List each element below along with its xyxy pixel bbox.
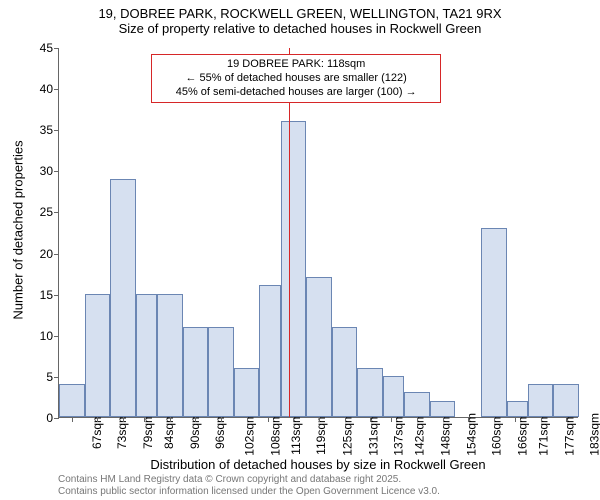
histogram-bar <box>507 401 528 417</box>
y-tick-mark <box>54 377 59 378</box>
y-tick-mark <box>54 48 59 49</box>
x-tick-label: 183sqm <box>588 413 600 456</box>
y-tick-label: 0 <box>23 411 53 425</box>
histogram-bar <box>357 368 383 417</box>
x-tick-mark <box>541 417 542 422</box>
x-tick-label: 177sqm <box>562 413 576 456</box>
histogram-bar <box>306 277 332 417</box>
x-tick-mark <box>247 417 248 422</box>
histogram-bar <box>59 384 85 417</box>
x-tick-mark <box>370 417 371 422</box>
histogram-bar <box>183 327 209 417</box>
y-tick-mark <box>54 254 59 255</box>
annotation-line-2: ← 55% of detached houses are smaller (12… <box>158 72 434 86</box>
x-tick-mark <box>443 417 444 422</box>
y-tick-label: 20 <box>23 247 53 261</box>
attribution: Contains HM Land Registry data © Crown c… <box>58 474 440 498</box>
x-tick-mark <box>566 417 567 422</box>
y-tick-label: 5 <box>23 370 53 384</box>
x-tick-mark <box>468 417 469 422</box>
y-tick-mark <box>54 336 59 337</box>
x-tick-mark <box>319 417 320 422</box>
y-tick-label: 25 <box>23 205 53 219</box>
y-tick-mark <box>54 130 59 131</box>
x-tick-label: 142sqm <box>413 413 427 456</box>
histogram-bar <box>259 285 280 417</box>
x-tick-mark <box>345 417 346 422</box>
histogram-bar <box>430 401 456 417</box>
x-tick-mark <box>72 417 73 422</box>
y-tick-label: 35 <box>23 123 53 137</box>
histogram-bar <box>234 368 260 417</box>
x-tick-mark <box>268 417 269 422</box>
x-tick-label: 137sqm <box>391 413 405 456</box>
x-tick-mark <box>391 417 392 422</box>
property-size-histogram: 19, DOBREE PARK, ROCKWELL GREEN, WELLING… <box>0 0 600 500</box>
x-tick-mark <box>123 417 124 422</box>
x-tick-mark <box>170 417 171 422</box>
x-tick-mark <box>97 417 98 422</box>
annotation-box: 19 DOBREE PARK: 118sqm← 55% of detached … <box>151 54 441 103</box>
x-tick-label: 131sqm <box>366 413 380 456</box>
y-tick-mark <box>54 418 59 419</box>
x-tick-label: 125sqm <box>340 413 354 456</box>
x-tick-label: 171sqm <box>536 413 550 456</box>
x-tick-mark <box>221 417 222 422</box>
y-tick-label: 10 <box>23 329 53 343</box>
x-axis-label: Distribution of detached houses by size … <box>58 457 578 472</box>
histogram-bar <box>110 179 136 417</box>
x-tick-mark <box>494 417 495 422</box>
reference-line <box>289 48 290 417</box>
attribution-line-1: Contains HM Land Registry data © Crown c… <box>58 474 440 486</box>
histogram-bar <box>136 294 157 417</box>
histogram-bar <box>157 294 183 417</box>
y-tick-mark <box>54 295 59 296</box>
y-tick-mark <box>54 89 59 90</box>
chart-titles: 19, DOBREE PARK, ROCKWELL GREEN, WELLING… <box>0 0 600 36</box>
x-tick-mark <box>417 417 418 422</box>
x-tick-label: 102sqm <box>242 413 256 456</box>
chart-title-main: 19, DOBREE PARK, ROCKWELL GREEN, WELLING… <box>0 6 600 21</box>
y-tick-mark <box>54 171 59 172</box>
x-tick-label: 148sqm <box>438 413 452 456</box>
x-tick-label: 79sqm <box>141 413 155 449</box>
x-tick-mark <box>515 417 516 422</box>
x-tick-label: 119sqm <box>314 413 328 455</box>
x-tick-label: 166sqm <box>515 413 529 456</box>
x-tick-label: 160sqm <box>490 413 504 456</box>
x-tick-mark <box>195 417 196 422</box>
y-tick-label: 30 <box>23 164 53 178</box>
histogram-bar <box>281 121 307 417</box>
plot-inner: 05101520253035404567sqm73sqm79sqm84sqm90… <box>58 48 578 418</box>
x-tick-label: 154sqm <box>464 413 478 456</box>
x-tick-mark <box>293 417 294 422</box>
x-tick-label: 113sqm <box>289 413 303 455</box>
histogram-bar <box>208 327 234 417</box>
attribution-line-2: Contains public sector information licen… <box>58 486 440 498</box>
histogram-bar <box>528 384 554 417</box>
plot-area: 05101520253035404567sqm73sqm79sqm84sqm90… <box>58 48 578 418</box>
annotation-line-3: 45% of semi-detached houses are larger (… <box>158 86 434 100</box>
y-tick-label: 15 <box>23 288 53 302</box>
histogram-bar <box>553 384 579 417</box>
histogram-bar <box>85 294 111 417</box>
x-tick-mark <box>144 417 145 422</box>
y-tick-label: 40 <box>23 82 53 96</box>
histogram-bar <box>332 327 358 417</box>
histogram-bar <box>481 228 507 417</box>
chart-title-sub: Size of property relative to detached ho… <box>0 21 600 36</box>
y-tick-label: 45 <box>23 41 53 55</box>
x-tick-label: 108sqm <box>268 413 282 456</box>
annotation-line-1: 19 DOBREE PARK: 118sqm <box>158 58 434 72</box>
y-tick-mark <box>54 212 59 213</box>
histogram-bar <box>404 392 430 417</box>
histogram-bar <box>383 376 404 417</box>
